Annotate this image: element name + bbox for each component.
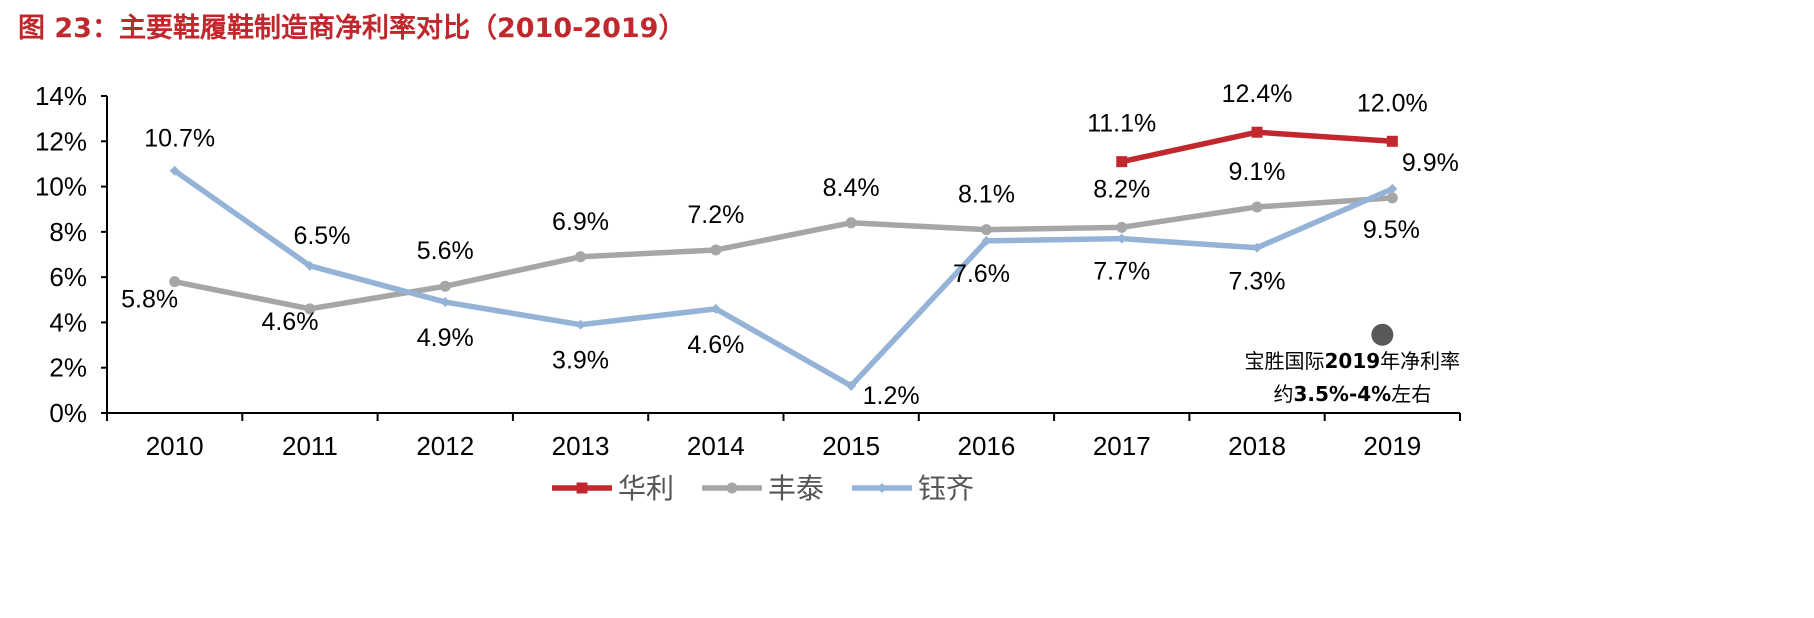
y-tick-label: 14%	[35, 81, 87, 111]
annotation-line-1: 宝胜国际2019年净利率	[1245, 349, 1461, 373]
annotation-text: 2019	[1325, 349, 1381, 373]
y-tick-label: 10%	[35, 172, 87, 202]
x-tick-label: 2016	[958, 431, 1016, 461]
data-point	[1251, 201, 1263, 213]
annotation-text: 宝胜国际	[1245, 349, 1325, 373]
annotation-text: 约	[1273, 382, 1293, 406]
data-label: 6.5%	[293, 222, 350, 250]
data-label: 3.9%	[552, 347, 609, 375]
legend-swatch-marker	[726, 482, 738, 494]
y-tick-label: 4%	[49, 307, 87, 337]
data-point	[846, 380, 857, 391]
data-point	[981, 235, 992, 246]
chart-axes: 0% 2% 4% 6% 8% 10% 12% 14% 2010 2011 2012 2013 2014 2…	[35, 81, 1461, 461]
annotation-marker	[1371, 323, 1394, 346]
legend-swatch-marker	[576, 482, 588, 494]
y-tick-label: 2%	[49, 353, 87, 383]
data-label: 5.8%	[121, 286, 178, 314]
annotation-line-2: 约3.5%-4%左右	[1273, 382, 1431, 406]
data-label: 7.7%	[1093, 258, 1150, 286]
data-label: 11.1%	[1087, 110, 1156, 138]
data-point	[439, 280, 451, 292]
x-tick-label: 2017	[1093, 431, 1151, 461]
data-point	[304, 260, 315, 271]
data-label: 12.0%	[1357, 89, 1428, 117]
data-point	[1116, 156, 1128, 168]
legend-label: 钰齐	[918, 472, 974, 505]
y-tick-label: 8%	[49, 217, 87, 247]
legend-label: 丰泰	[768, 472, 824, 505]
data-point	[169, 276, 181, 288]
data-point	[1116, 221, 1128, 233]
data-label: 9.9%	[1402, 149, 1459, 177]
legend-item-2: 钰齐	[852, 472, 974, 505]
data-point	[710, 244, 722, 256]
data-point	[575, 319, 586, 330]
data-point	[1387, 183, 1398, 194]
data-label: 7.6%	[953, 260, 1010, 288]
data-label: 5.6%	[417, 237, 474, 265]
data-point	[710, 303, 721, 314]
data-label: 4.6%	[261, 308, 318, 336]
data-point	[1252, 242, 1263, 253]
data-label: 10.7%	[144, 125, 215, 153]
y-tick-label: 12%	[35, 126, 87, 156]
x-tick-label: 2013	[552, 431, 610, 461]
legend-item-1: 丰泰	[702, 472, 824, 505]
data-label: 12.4%	[1222, 80, 1293, 108]
legend-item-0: 华利	[552, 472, 674, 505]
data-label: 8.1%	[958, 181, 1015, 209]
data-label: 7.3%	[1229, 268, 1286, 296]
data-point	[1386, 192, 1398, 204]
data-point	[1116, 233, 1127, 244]
legend-label: 华利	[618, 472, 674, 505]
data-point	[1386, 135, 1398, 147]
legend-swatch-marker	[877, 483, 887, 493]
x-tick-label: 2011	[282, 431, 338, 461]
figure-title: 图 23：主要鞋履鞋制造商净利率对比（2010-2019）	[18, 13, 686, 44]
x-tick-label: 2012	[416, 431, 474, 461]
data-point	[1251, 126, 1263, 138]
x-tick-label: 2019	[1363, 431, 1421, 461]
data-point	[440, 297, 451, 308]
data-point	[575, 251, 587, 263]
series-line-2	[173, 168, 1394, 389]
data-label: 7.2%	[687, 201, 744, 229]
series-lines	[169, 126, 1398, 391]
data-label: 8.2%	[1093, 175, 1150, 203]
series-line-1	[174, 195, 1393, 312]
y-tick-label: 6%	[49, 262, 87, 292]
x-tick-label: 2015	[822, 431, 880, 461]
annotation-text: 3.5%-4%	[1293, 382, 1391, 406]
y-tick-label: 0%	[49, 398, 87, 428]
data-label: 9.1%	[1229, 158, 1286, 186]
data-label: 4.6%	[687, 331, 744, 359]
data-label: 9.5%	[1363, 216, 1420, 244]
data-label: 4.9%	[417, 324, 474, 352]
data-point	[304, 303, 316, 315]
data-point	[169, 165, 180, 176]
x-tick-label: 2018	[1228, 431, 1286, 461]
annotation-text: 年净利率	[1380, 349, 1460, 373]
x-tick-label: 2010	[146, 431, 204, 461]
data-point	[980, 224, 992, 236]
chart-legend: 华利 丰泰 钰齐	[552, 472, 974, 505]
data-point	[845, 217, 857, 229]
data-label: 1.2%	[863, 382, 920, 410]
data-label: 8.4%	[823, 174, 880, 202]
data-label: 6.9%	[552, 208, 609, 236]
data-labels: 11.1% 12.4% 12.0% 5.8% 4.6% 5.6% 6.9% 7.2% 8.4% 8…	[121, 80, 1459, 410]
x-tick-label: 2014	[687, 431, 745, 461]
annotation-text: 左右	[1391, 382, 1431, 406]
